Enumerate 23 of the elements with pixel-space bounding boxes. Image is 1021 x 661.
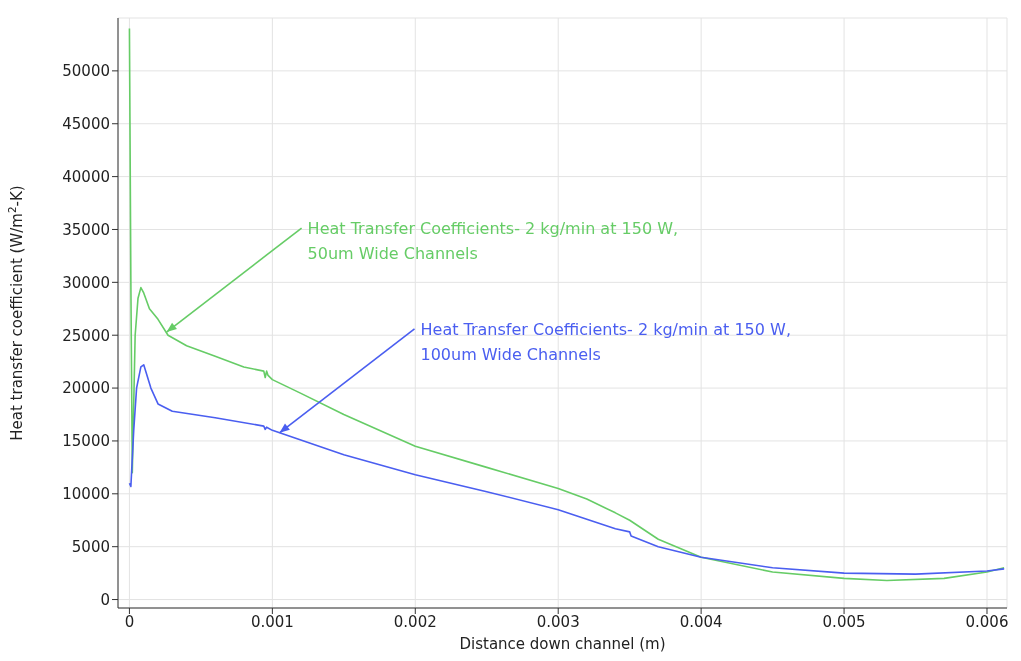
y-tick-label: 0 <box>100 590 110 609</box>
x-tick-label: 0.003 <box>536 612 580 631</box>
x-tick-label: 0.002 <box>393 612 437 631</box>
y-tick-label: 45000 <box>62 115 110 134</box>
y-tick-label: 40000 <box>62 167 110 186</box>
y-tick-label: 10000 <box>62 485 110 504</box>
x-tick-label: 0.005 <box>822 612 866 631</box>
annotation: Heat Transfer Coefficients- 2 kg/min at 150 W, 100um Wide Channels <box>420 319 791 364</box>
x-tick-label: 0.004 <box>679 612 723 631</box>
y-tick-label: 50000 <box>62 62 110 81</box>
y-tick-label: 25000 <box>62 326 110 345</box>
y-tick-label: 35000 <box>62 220 110 239</box>
line-series <box>128 27 1005 582</box>
x-axis-title: Distance down channel (m) <box>459 635 666 653</box>
annotation: Heat Transfer Coefficients- 2 kg/min at 150 W, 50um Wide Channels <box>307 219 679 264</box>
x-tick-label: 0.006 <box>965 612 1009 631</box>
x-tick-label: 0 <box>124 612 135 631</box>
line-series <box>128 364 1005 575</box>
y-tick-label: 20000 <box>62 379 110 398</box>
y-tick-label: 30000 <box>62 273 110 292</box>
y-tick-label: 5000 <box>71 538 110 556</box>
x-tick-label: 0.001 <box>250 612 294 631</box>
y-tick-label: 15000 <box>62 432 110 451</box>
